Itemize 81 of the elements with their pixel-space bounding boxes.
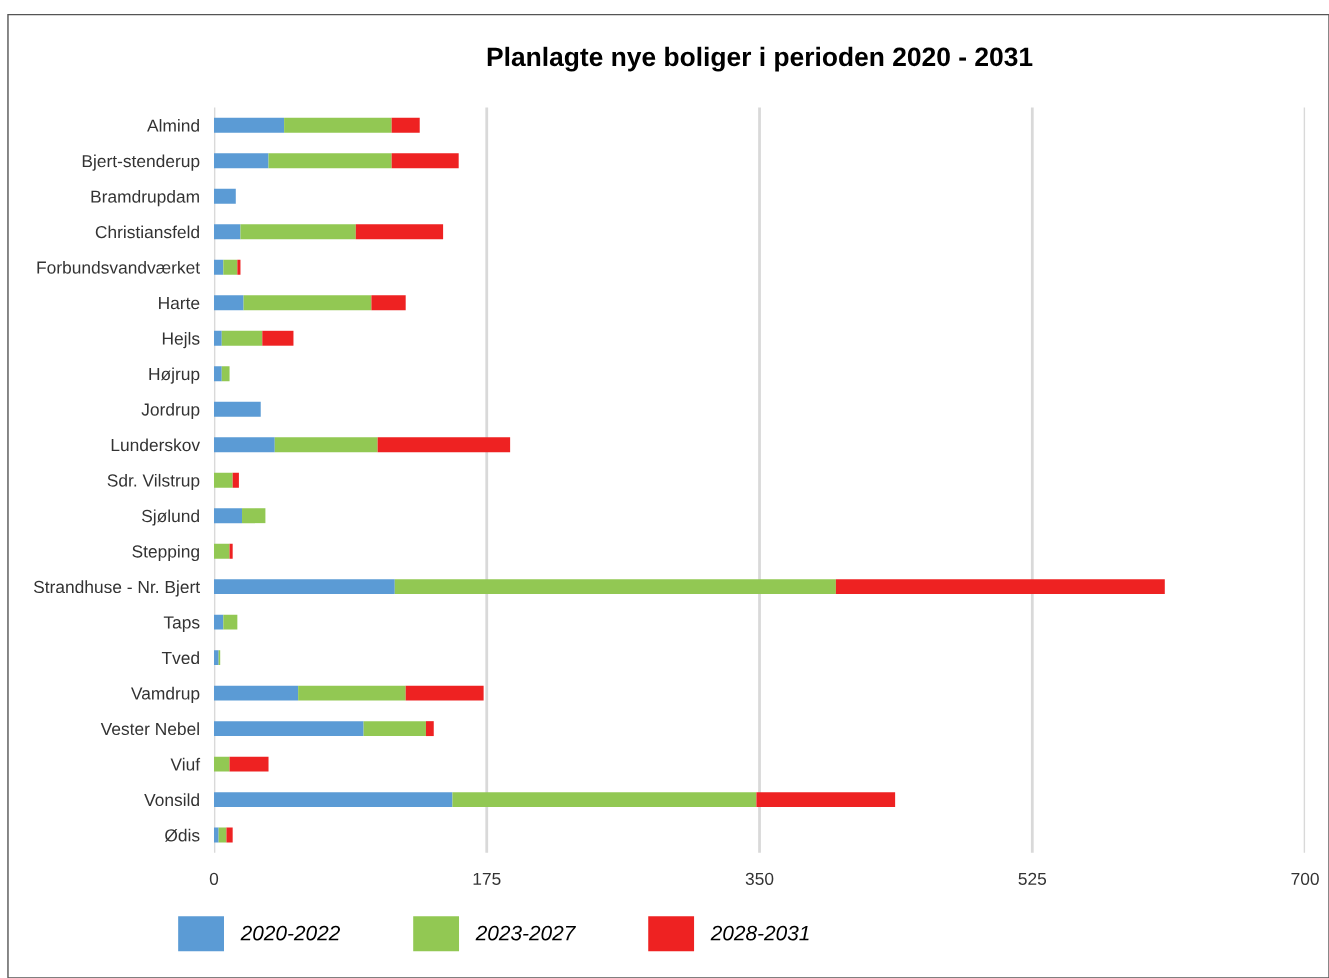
bar: [232, 472, 239, 488]
bar: [391, 153, 459, 169]
bar: [425, 721, 434, 737]
chart-title: Planlagte nye boliger i perioden 2020 - 2031: [487, 46, 1033, 72]
bar: [371, 295, 406, 311]
bar: [213, 153, 269, 169]
bar: [213, 508, 243, 524]
bar: [213, 437, 275, 453]
bar: [355, 224, 444, 240]
bar: [213, 543, 230, 559]
x-tick-label: 175: [473, 872, 501, 886]
y-tick-label: Forbundsvandværket: [37, 260, 200, 274]
bar: [835, 579, 1165, 595]
bar: [268, 153, 392, 169]
bar: [213, 721, 364, 737]
y-tick-label: Vamdrup: [131, 686, 200, 704]
y-tick-label: Stepping: [132, 544, 199, 562]
y-tick-label: Tved: [161, 651, 199, 665]
bar: [229, 543, 233, 559]
bar: [223, 614, 238, 630]
bar: [213, 330, 222, 346]
bar: [274, 437, 378, 453]
bar: [213, 117, 285, 133]
y-tick-label: Sdr. Vilstrup: [107, 473, 200, 491]
bar: [213, 295, 244, 311]
x-tick-label: 525: [1018, 872, 1047, 886]
y-tick-label: Ødis: [164, 828, 200, 842]
bar: [213, 614, 224, 630]
y-tick-label: Bjert-stenderup: [82, 154, 200, 171]
legend-label: 2028-2031: [710, 925, 809, 941]
bar: [237, 259, 241, 275]
y-tick-label: Bramdrupdam: [91, 190, 199, 207]
bar: [221, 366, 230, 382]
y-tick-label: Sjølund: [142, 509, 199, 526]
bar: [284, 117, 392, 133]
y-tick-label: Jordrup: [141, 402, 200, 420]
bar: [213, 827, 219, 843]
bar: [391, 117, 420, 133]
bar: [298, 685, 406, 701]
y-tick-label: Vester Nebel: [100, 722, 199, 736]
bar: [213, 401, 261, 417]
bar: [363, 721, 426, 737]
bar: [213, 472, 233, 488]
x-tick-label: 700: [1291, 872, 1319, 886]
y-tick-label: Taps: [163, 616, 200, 633]
bar: [240, 224, 356, 240]
y-tick-label: Lunderskov: [111, 438, 201, 452]
bar: [213, 756, 230, 772]
bar: [242, 508, 266, 524]
bar: [213, 224, 241, 240]
bar: [223, 259, 238, 275]
bar: [226, 827, 233, 843]
bar: [213, 579, 395, 595]
y-tick-label: Højrup: [149, 367, 200, 384]
bar: [229, 756, 269, 772]
y-tick-label: Strandhuse - Nr. Bjert: [33, 580, 200, 597]
bar: [243, 295, 372, 311]
bar: [213, 188, 236, 204]
bar: [394, 579, 836, 595]
bar: [377, 437, 511, 453]
bar: [213, 650, 219, 666]
y-tick-label: Almind: [147, 119, 199, 132]
x-tick-label: 0: [209, 872, 219, 886]
legend-label: 2020-2022: [240, 925, 340, 941]
y-tick-label: Viuf: [170, 757, 201, 771]
bar: [452, 792, 757, 808]
bar: [405, 685, 484, 701]
bar: [213, 366, 222, 382]
bar: [213, 792, 453, 808]
y-tick-label: Vonsild: [144, 793, 199, 807]
legend-label: 2023-2027: [475, 925, 576, 941]
x-tick-label: 350: [745, 872, 774, 886]
y-tick-label: Christiansfeld: [95, 225, 199, 239]
y-tick-label: Harte: [159, 297, 200, 310]
bar: [218, 827, 227, 843]
bar: [756, 792, 896, 808]
bar: [213, 259, 224, 275]
bar: [213, 685, 299, 701]
bar: [262, 330, 294, 346]
y-tick-label: Hejls: [162, 331, 200, 349]
bar: [221, 330, 263, 346]
